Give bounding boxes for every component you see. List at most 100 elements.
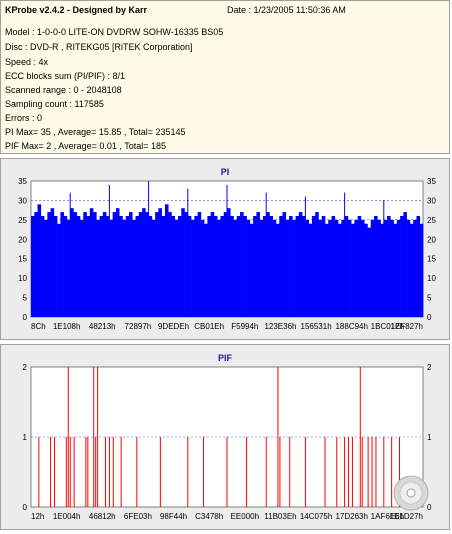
- pif-xtick: 46812h: [89, 512, 116, 521]
- pif-chart-title: PIF: [218, 353, 233, 363]
- pi-xtick: 48213h: [89, 322, 116, 331]
- pi-bar: [413, 219, 417, 317]
- pi-summary-line: PI Max= 35 , Average= 15.85 , Total= 235…: [5, 127, 186, 137]
- pi-bar: [112, 212, 117, 317]
- ecc-line: ECC blocks sum (PI/PIF) : 8/1: [5, 71, 126, 81]
- pi-bar: [230, 215, 234, 317]
- info-panel: KProbe v2.4.2 - Designed by Karr Date : …: [0, 0, 450, 154]
- pi-ytick-right: 20: [427, 235, 436, 244]
- pi-xtick: 9DEDEh: [158, 322, 189, 331]
- pi-ytick-left: 15: [18, 255, 27, 264]
- pi-bar: [145, 212, 149, 317]
- pi-xtick: 1E108h: [53, 322, 81, 331]
- pi-bar: [259, 219, 264, 317]
- pi-bar: [409, 223, 414, 317]
- pi-bar: [285, 219, 290, 317]
- pi-bar: [50, 208, 55, 317]
- pi-bar: [96, 219, 100, 317]
- pi-bar: [102, 212, 107, 317]
- speed-line: Speed : 4x: [5, 57, 49, 67]
- pi-bar: [374, 215, 378, 317]
- pi-bar: [370, 219, 375, 317]
- pi-bar: [387, 215, 391, 317]
- disc-line: Disc : DVD-R , RITEKG05 [RiTEK Corporati…: [5, 42, 193, 52]
- pi-bar: [129, 212, 133, 317]
- pi-bar: [194, 215, 198, 317]
- model-line: Model : 1-0-0-0 LITE-ON DVDRW SOHW-16335…: [5, 27, 224, 37]
- pi-bar: [272, 219, 277, 317]
- pi-bar: [40, 215, 45, 317]
- pi-bar: [34, 212, 38, 317]
- pi-bar: [200, 219, 205, 317]
- pi-bar: [240, 212, 244, 317]
- pi-bar: [289, 215, 293, 317]
- pi-bar: [351, 223, 355, 317]
- pi-bar: [207, 215, 211, 317]
- pi-bar: [53, 215, 58, 317]
- pi-bar: [135, 215, 140, 317]
- pif-chart-panel: PIF 0 1 2 0 1 2 12h 1E004h 46812h 6FE03h 98F44h C…: [0, 344, 450, 530]
- pi-bar: [76, 215, 81, 317]
- pi-bar: [236, 215, 241, 317]
- pi-bar: [66, 219, 71, 317]
- pi-bar: [360, 219, 365, 317]
- pi-ytick-right: 10: [427, 274, 436, 283]
- pi-bar: [155, 212, 159, 317]
- pi-bar: [63, 215, 68, 317]
- pif-ytick-right: 1: [427, 433, 432, 442]
- pi-bar: [292, 219, 296, 317]
- pi-bar: [266, 212, 270, 317]
- disc-icon: [393, 475, 429, 511]
- pi-bar: [223, 212, 228, 317]
- pi-bar: [325, 223, 329, 317]
- range-line: Scanned range : 0 - 2048108: [5, 85, 122, 95]
- pi-bar: [191, 219, 195, 317]
- pif-xtick: 1E004h: [53, 512, 81, 521]
- pi-bar: [70, 208, 74, 317]
- pi-bar: [295, 215, 300, 317]
- pif-ytick-left: 1: [23, 433, 28, 442]
- pi-xtick: 8Ch: [31, 322, 46, 331]
- pif-xtick: 12h: [31, 512, 44, 521]
- pi-bar: [233, 219, 238, 317]
- pi-bar: [282, 212, 287, 317]
- pi-ytick-right: 5: [427, 294, 432, 303]
- pi-ytick-right: 30: [427, 196, 436, 205]
- pif-ytick-left: 0: [23, 503, 28, 512]
- pif-chart: PIF 0 1 2 0 1 2 12h 1E004h 46812h 6FE03h 98F44h C…: [23, 353, 432, 521]
- pi-bar: [334, 219, 339, 317]
- pi-bar: [171, 215, 176, 317]
- pi-bar: [419, 223, 424, 317]
- pif-xtick: 11B03Eh: [264, 512, 296, 521]
- pi-chart-title: PI: [221, 167, 230, 177]
- pi-bar: [328, 219, 332, 317]
- pi-xtick: 188C94h: [335, 322, 367, 331]
- pi-bar: [390, 219, 394, 317]
- pi-bar: [256, 212, 260, 317]
- pi-bar: [308, 223, 313, 317]
- pi-bar: [109, 219, 113, 317]
- pi-bar: [367, 227, 372, 317]
- pi-bar: [168, 212, 172, 317]
- pi-bar: [93, 212, 97, 317]
- pi-bar: [122, 219, 127, 317]
- pi-bar: [338, 223, 342, 317]
- pi-bar: [279, 215, 283, 317]
- pi-bar: [227, 208, 231, 317]
- pi-bar: [213, 215, 218, 317]
- pi-bar: [298, 212, 303, 317]
- pi-xtick: CB01Eh: [194, 322, 224, 331]
- pi-bar: [164, 204, 169, 317]
- pi-bar: [47, 212, 51, 317]
- pif-xtick: 14C075h: [300, 512, 332, 521]
- pi-bar: [302, 215, 306, 317]
- pi-bar: [132, 219, 136, 317]
- pi-bar: [406, 219, 411, 317]
- pi-bar: [31, 215, 35, 317]
- pi-bar: [174, 219, 179, 317]
- pi-bar: [99, 215, 104, 317]
- pi-bar: [217, 219, 221, 317]
- pi-ytick-left: 25: [18, 216, 27, 225]
- pif-xtick: 1AF6E6h: [371, 512, 404, 521]
- pif-xtick: 17D263h: [335, 512, 367, 521]
